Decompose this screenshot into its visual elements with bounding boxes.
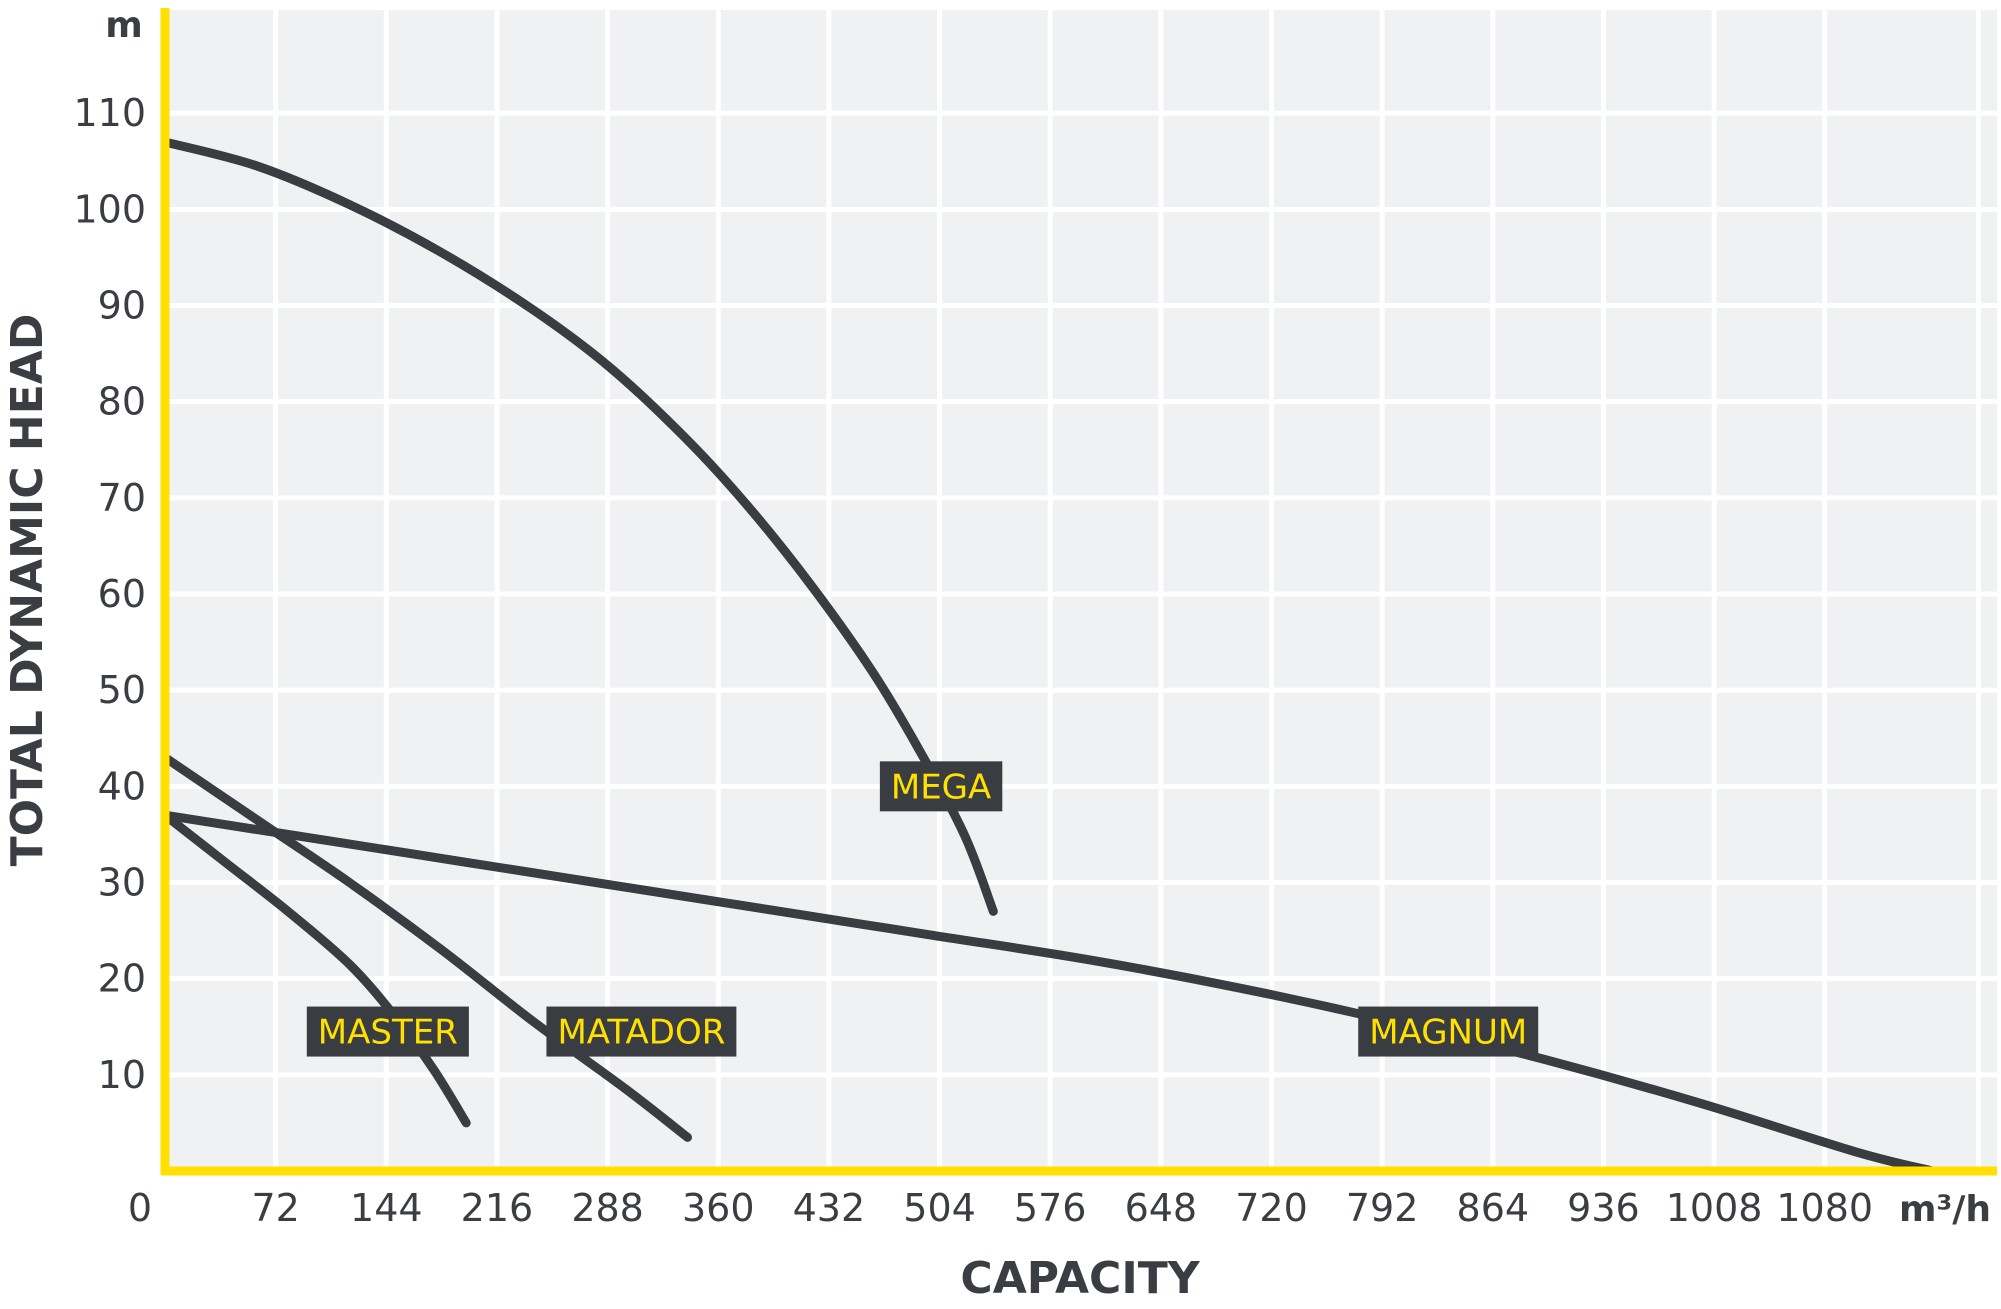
x-tick-label: 792	[1346, 1186, 1419, 1230]
y-tick-label: 10	[98, 1053, 146, 1097]
series-labels: MEGA MASTER MATADOR MAGNUM	[306, 761, 1539, 1057]
x-axis-title: CAPACITY	[960, 1253, 1200, 1304]
series-name: MEGA	[891, 767, 991, 807]
label-box	[879, 761, 1003, 812]
series-label-master: MASTER	[306, 1006, 469, 1057]
series-name: MAGNUM	[1369, 1013, 1527, 1053]
x-tick-label: 504	[903, 1186, 976, 1230]
x-tick-labels: 0 72 144 216 288 360 432 504 576 648 720 792 864 936 1…	[128, 1186, 1873, 1230]
x-tick-label: 360	[682, 1186, 755, 1230]
x-tick-label: 936	[1567, 1186, 1640, 1230]
label-box	[546, 1006, 737, 1057]
curve-matador	[160, 752, 693, 1142]
x-tick-label: 1008	[1666, 1186, 1763, 1230]
plot-background	[165, 10, 1997, 1170]
curve-master	[160, 810, 471, 1128]
label-box	[1358, 1006, 1539, 1057]
y-tick-label: 60	[98, 572, 146, 616]
x-unit-label: m³/h	[1899, 1189, 1991, 1230]
series-label-matador: MATADOR	[546, 1006, 737, 1057]
x-tick-label: 1080	[1776, 1186, 1873, 1230]
y-tick-labels: 10 20 30 40 50 60 70 80 90 100 110	[73, 91, 146, 1097]
x-tick-label: 576	[1014, 1186, 1087, 1230]
x-tick-label: 0	[128, 1186, 152, 1230]
y-tick-label: 80	[98, 380, 146, 424]
y-tick-label: 20	[98, 957, 146, 1001]
x-tick-label: 648	[1125, 1186, 1198, 1230]
y-tick-label: 70	[98, 476, 146, 520]
y-tick-label: 50	[98, 668, 146, 712]
series-name: MASTER	[318, 1013, 458, 1053]
y-unit-label: m	[105, 5, 143, 46]
y-tick-label: 100	[73, 187, 146, 231]
y-tick-label: 40	[98, 764, 146, 808]
y-tick-label: 30	[98, 861, 146, 905]
x-tick-label: 432	[793, 1186, 866, 1230]
x-tick-label: 72	[251, 1186, 299, 1230]
y-tick-label: 110	[73, 91, 146, 135]
series-curves	[160, 137, 1937, 1176]
series-label-mega: MEGA	[879, 761, 1003, 812]
y-axis-title: TOTAL DYNAMIC HEAD	[2, 314, 53, 867]
curve-magnum	[160, 810, 1937, 1176]
curve-mega	[160, 137, 998, 916]
label-box	[306, 1006, 469, 1057]
x-tick-label: 720	[1235, 1186, 1308, 1230]
y-tick-label: 90	[98, 284, 146, 328]
series-label-magnum: MAGNUM	[1358, 1006, 1539, 1057]
horizontal-gridlines	[165, 110, 1997, 1078]
x-tick-label: 864	[1457, 1186, 1530, 1230]
x-tick-label: 216	[461, 1186, 534, 1230]
x-tick-label: 288	[571, 1186, 644, 1230]
vertical-gridlines	[273, 10, 1981, 1168]
x-tick-label: 144	[350, 1186, 423, 1230]
series-name: MATADOR	[557, 1013, 725, 1053]
